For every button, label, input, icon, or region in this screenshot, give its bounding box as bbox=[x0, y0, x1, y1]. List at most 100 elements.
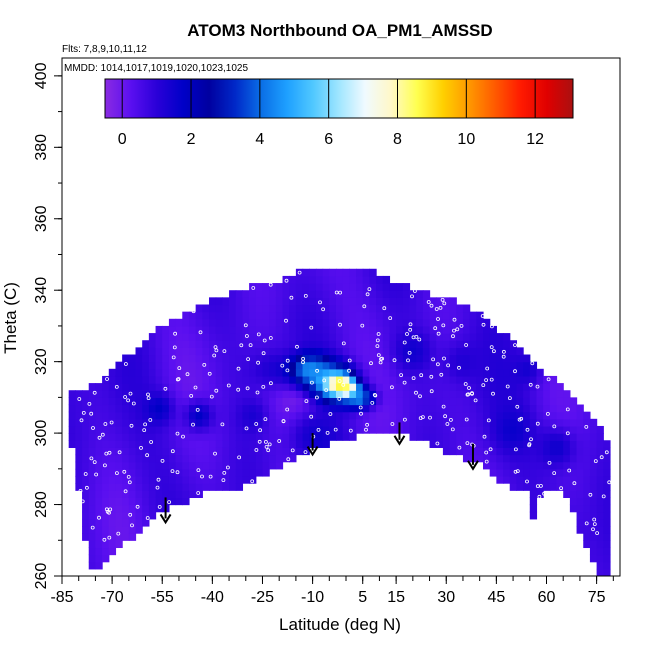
heatmap-cell bbox=[229, 347, 237, 356]
heatmap-cell bbox=[102, 533, 110, 541]
heatmap-cell bbox=[142, 411, 150, 420]
heatmap-cell bbox=[128, 404, 137, 413]
observation-point bbox=[264, 444, 269, 449]
heatmap-cell bbox=[275, 461, 284, 470]
heatmap-cell bbox=[202, 468, 210, 477]
heatmap-cell bbox=[469, 354, 477, 363]
heatmap-cell bbox=[335, 318, 344, 327]
heatmap-cell bbox=[215, 354, 223, 363]
x-tick-label: 15 bbox=[387, 589, 405, 606]
heatmap-cell bbox=[229, 297, 237, 306]
heatmap-cell bbox=[549, 433, 558, 441]
observation-point bbox=[237, 455, 242, 460]
heatmap-cell bbox=[329, 283, 337, 291]
observation-point bbox=[572, 481, 577, 486]
observation-point bbox=[341, 341, 346, 346]
heatmap-cell bbox=[195, 440, 203, 448]
observation-point bbox=[290, 448, 295, 453]
heatmap-cell bbox=[295, 297, 304, 306]
heatmap-cell bbox=[282, 390, 290, 398]
heatmap-cell bbox=[95, 525, 103, 534]
observation-point bbox=[452, 317, 457, 322]
heatmap-cell bbox=[556, 461, 564, 470]
heatmap-cell bbox=[376, 347, 384, 356]
heatmap-cell bbox=[115, 468, 123, 477]
heatmap-cell bbox=[135, 390, 143, 398]
heatmap-cell bbox=[329, 404, 337, 413]
heatmap-cell bbox=[182, 454, 190, 463]
heatmap-cell bbox=[449, 411, 457, 420]
heatmap-cell bbox=[369, 297, 377, 306]
heatmap-cell bbox=[289, 368, 297, 377]
heatmap-cell bbox=[356, 290, 364, 298]
heatmap-cell bbox=[209, 404, 217, 413]
heatmap-cell bbox=[436, 347, 444, 356]
heatmap-cell bbox=[215, 361, 223, 370]
heatmap-cell bbox=[262, 418, 270, 427]
heatmap-cell bbox=[255, 304, 264, 313]
heatmap-cell bbox=[449, 304, 457, 313]
heatmap-cell bbox=[315, 311, 324, 320]
observation-point bbox=[266, 448, 271, 453]
heatmap-cell bbox=[376, 325, 384, 334]
heatmap-cell bbox=[209, 390, 217, 398]
heatmap-cell bbox=[95, 497, 103, 506]
heatmap-cell bbox=[335, 354, 344, 363]
heatmap-cell bbox=[148, 440, 157, 448]
heatmap-cell bbox=[289, 440, 297, 448]
heatmap-cell bbox=[229, 375, 237, 384]
heatmap-cell bbox=[75, 397, 83, 406]
observation-point bbox=[243, 323, 248, 328]
heatmap-cell bbox=[342, 433, 350, 441]
heatmap-cell bbox=[322, 347, 330, 356]
heatmap-cell bbox=[402, 425, 411, 434]
heatmap-cell bbox=[569, 404, 578, 413]
heatmap-cell bbox=[329, 325, 337, 334]
heatmap-cell bbox=[262, 297, 270, 306]
heatmap-cell bbox=[603, 497, 611, 506]
heatmap-cell bbox=[249, 318, 257, 327]
heatmap-cell bbox=[429, 440, 437, 448]
heatmap-cell bbox=[229, 354, 237, 363]
heatmap-cell bbox=[262, 390, 270, 398]
heatmap-cell bbox=[295, 325, 304, 334]
heatmap-cell bbox=[483, 318, 491, 327]
heatmap-cell bbox=[462, 325, 471, 334]
heatmap-cell bbox=[82, 518, 90, 527]
heatmap-cell bbox=[122, 518, 130, 527]
heatmap-cell bbox=[275, 368, 284, 377]
observation-point bbox=[434, 307, 439, 311]
heatmap-cell bbox=[476, 333, 484, 341]
observation-point bbox=[485, 366, 490, 371]
heatmap-cell bbox=[175, 454, 183, 463]
heatmap-cell bbox=[362, 304, 370, 313]
heatmap-cell bbox=[543, 418, 551, 427]
heatmap-cell bbox=[402, 418, 411, 427]
heatmap-cell bbox=[523, 354, 531, 363]
heatmap-cell bbox=[369, 368, 377, 377]
heatmap-cell bbox=[289, 290, 297, 298]
heatmap-cell bbox=[302, 297, 310, 306]
colorbar-tick-label: 0 bbox=[118, 131, 127, 148]
heatmap-cell bbox=[442, 368, 451, 377]
heatmap-cell bbox=[509, 447, 518, 456]
heatmap-cell bbox=[148, 468, 157, 477]
heatmap-cell bbox=[75, 440, 83, 448]
heatmap-cell bbox=[289, 361, 297, 370]
heatmap-cell bbox=[155, 340, 163, 348]
heatmap-cell bbox=[215, 383, 223, 391]
observation-point bbox=[128, 512, 133, 517]
heatmap-cell bbox=[269, 418, 277, 427]
heatmap-cell bbox=[429, 383, 437, 391]
heatmap-cell bbox=[596, 440, 604, 448]
heatmap-cell bbox=[369, 304, 377, 313]
heatmap-cell bbox=[128, 433, 137, 441]
heatmap-cell bbox=[115, 418, 123, 427]
observation-point bbox=[414, 390, 418, 395]
heatmap-cell bbox=[255, 347, 264, 356]
heatmap-cell bbox=[382, 290, 391, 298]
heatmap-cell bbox=[102, 397, 110, 406]
heatmap-cell bbox=[242, 461, 250, 470]
heatmap-cell bbox=[549, 461, 558, 470]
heatmap-cell bbox=[195, 347, 203, 356]
